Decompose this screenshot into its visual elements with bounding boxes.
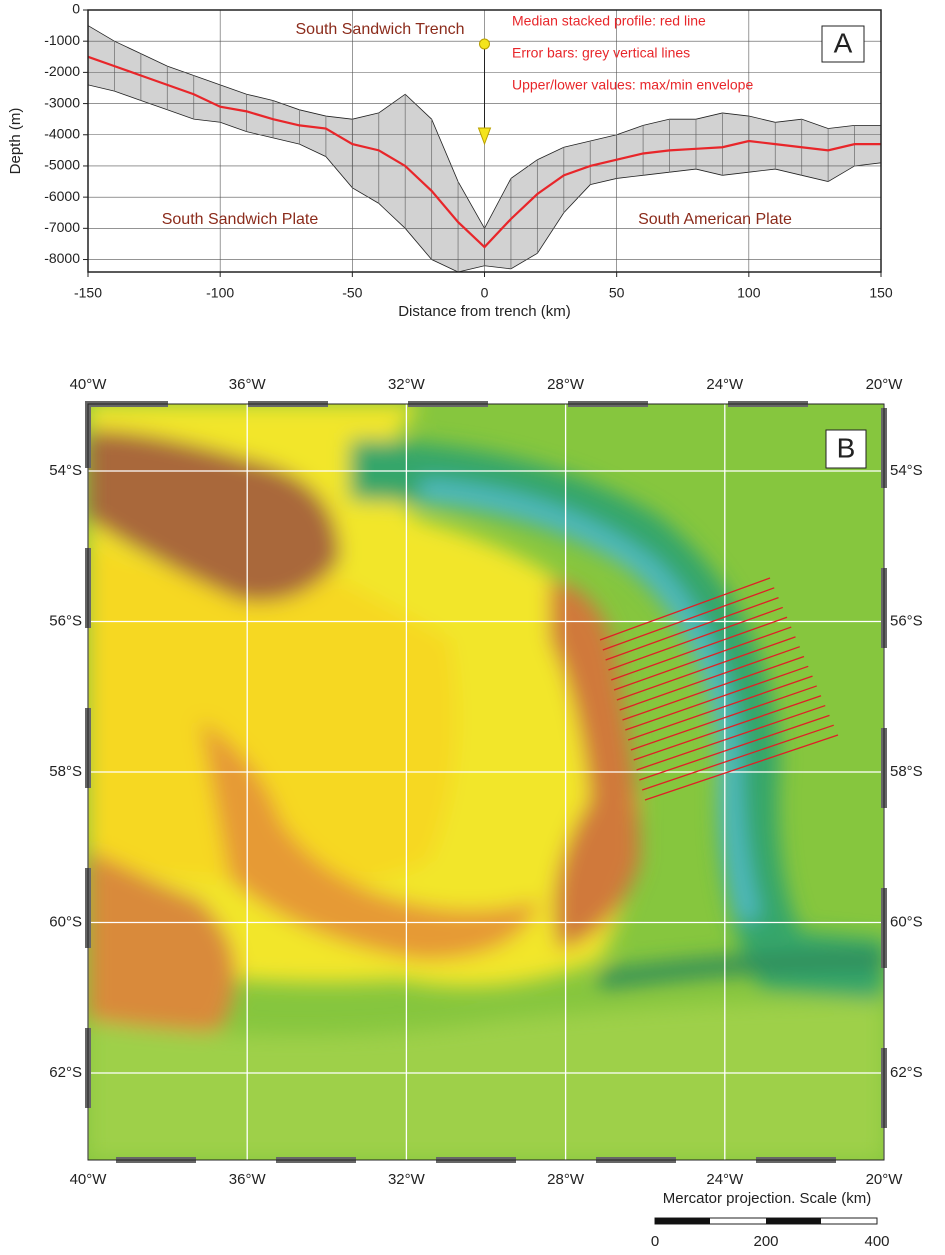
x-tick-label: -100	[206, 285, 234, 301]
y-tick-label: -8000	[44, 250, 80, 266]
lat-label: 62°S	[890, 1064, 923, 1081]
lon-label: 36°W	[229, 1171, 267, 1188]
y-tick-label: -1000	[44, 32, 80, 48]
trench-triangle	[477, 127, 492, 146]
lat-label: 54°S	[890, 462, 923, 479]
profile-line	[599, 577, 771, 641]
panel-label: B	[837, 432, 856, 463]
profile-line	[644, 734, 839, 801]
lat-label: 60°S	[890, 913, 923, 930]
profile-line	[622, 655, 805, 721]
map-border	[87, 403, 885, 1161]
profile-line	[611, 616, 788, 681]
scale-bar	[654, 1217, 878, 1225]
x-tick-label: -50	[342, 285, 362, 301]
profile-line	[627, 675, 813, 741]
panel-label-box	[821, 25, 865, 63]
y-tick-label: -5000	[44, 157, 80, 173]
legend-entry: Error bars: grey vertical lines	[512, 45, 690, 61]
lon-label: 28°W	[547, 1171, 585, 1188]
profile-line	[641, 724, 834, 791]
profile-line	[636, 704, 826, 771]
profile-line	[619, 646, 800, 711]
y-tick-label: -2000	[44, 63, 80, 79]
lon-label: 20°W	[866, 1171, 904, 1188]
profile-line	[605, 597, 779, 661]
bathymetry-map	[88, 404, 884, 1160]
scale-label: 400	[864, 1233, 889, 1250]
profile-line	[608, 606, 783, 671]
lon-label: 36°W	[229, 376, 267, 393]
x-tick-label: 50	[609, 285, 625, 301]
profile-line	[602, 587, 775, 651]
lon-label: 40°W	[70, 1171, 108, 1188]
lat-label: 62°S	[49, 1064, 82, 1081]
lon-label: 40°W	[70, 376, 108, 393]
profile-line	[625, 665, 809, 731]
y-tick-label: -6000	[44, 188, 80, 204]
x-tick-label: -150	[74, 285, 102, 301]
profile-line	[613, 626, 792, 691]
median-line	[88, 55, 881, 249]
y-tick-label: -4000	[44, 125, 80, 141]
y-tick-label: -3000	[44, 94, 80, 110]
annotation: South Sandwich Trench	[296, 21, 465, 38]
annotation: South American Plate	[638, 211, 792, 228]
panel-a: 0-1000-2000-3000-4000-5000-6000-7000-800…	[7, 1, 893, 320]
annotation: South Sandwich Plate	[162, 211, 319, 228]
legend-entry: Median stacked profile: red line	[512, 13, 706, 29]
x-tick-label: 150	[869, 285, 893, 301]
lon-label: 20°W	[866, 376, 904, 393]
lat-label: 58°S	[890, 763, 923, 780]
y-tick-label: 0	[72, 1, 80, 17]
panel-label-box	[825, 429, 867, 469]
y-tick-label: -7000	[44, 219, 80, 235]
scale-title: Mercator projection. Scale (km)	[663, 1190, 871, 1207]
lon-label: 24°W	[706, 376, 744, 393]
scale-label: 0	[651, 1233, 659, 1250]
lat-label: 60°S	[49, 913, 82, 930]
lat-label: 54°S	[49, 462, 82, 479]
profile-line	[630, 685, 817, 751]
profile-line	[616, 636, 796, 701]
lon-label: 28°W	[547, 376, 585, 393]
panel-label: A	[834, 27, 853, 58]
trench-circle	[479, 38, 490, 50]
lat-label: 58°S	[49, 763, 82, 780]
scale-label: 200	[753, 1233, 778, 1250]
x-axis-label: Distance from trench (km)	[398, 303, 571, 320]
legend-entry: Upper/lower values: max/min envelope	[512, 77, 753, 93]
plot-area	[88, 10, 881, 272]
lat-label: 56°S	[49, 612, 82, 629]
x-tick-label: 100	[737, 285, 761, 301]
profile-line	[633, 695, 822, 761]
lon-label: 32°W	[388, 376, 426, 393]
lat-label: 56°S	[890, 612, 923, 629]
panel-b: B Mercator projection. Scale (km) 40°W 40…	[49, 376, 922, 1250]
profile-line	[639, 714, 830, 781]
lon-label: 24°W	[706, 1171, 744, 1188]
x-tick-label: 0	[481, 285, 489, 301]
y-axis-label: Depth (m)	[7, 108, 24, 175]
lon-label: 32°W	[388, 1171, 426, 1188]
